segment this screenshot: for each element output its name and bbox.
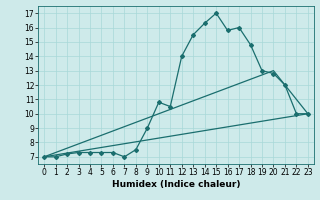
X-axis label: Humidex (Indice chaleur): Humidex (Indice chaleur): [112, 180, 240, 189]
